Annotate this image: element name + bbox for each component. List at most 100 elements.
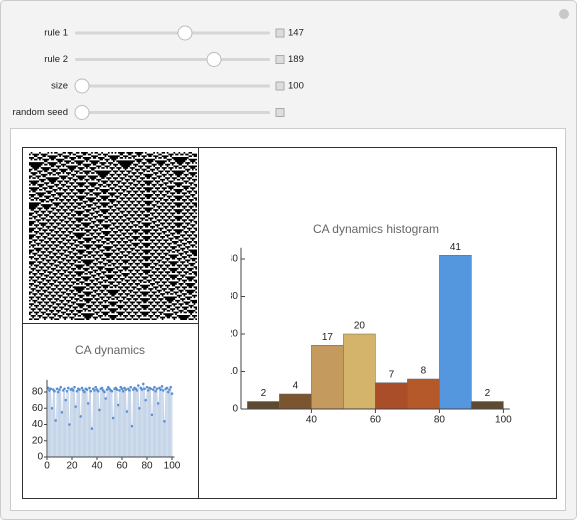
point [54,419,58,422]
point [63,387,66,391]
point [96,389,100,393]
point [155,387,159,391]
point [141,382,145,386]
ca-image [29,152,197,320]
data-label: 17 [322,332,334,343]
point [98,408,101,412]
point [151,388,155,391]
control-value: 147 [288,28,304,39]
data-label: 20 [354,321,366,332]
point [170,392,174,395]
y-tick-label: 20 [32,435,44,446]
point [50,406,54,410]
point [129,385,133,389]
point [78,388,81,391]
close-button[interactable] [559,9,569,19]
point [85,388,89,391]
point [168,388,171,391]
expand-button[interactable] [275,81,285,91]
point [75,389,79,393]
bar [471,401,504,410]
y-tick-label: 0 [232,404,238,415]
point [89,389,93,393]
chart-title: CA dynamics [75,343,145,357]
control-label: rule 1 [44,28,68,39]
slider-track [75,84,270,88]
bar [311,345,344,410]
slider-thumb[interactable] [74,78,90,94]
point [90,427,94,430]
point [140,388,144,391]
point [144,398,148,402]
point [150,413,154,417]
point [160,385,164,388]
point [93,389,96,392]
x-tick-label: 60 [370,415,382,426]
point [53,389,56,393]
point [128,389,131,392]
point [105,388,109,391]
data-label: 4 [293,381,299,392]
y-tick-label: 40 [32,419,44,430]
bar [439,255,472,410]
slider-thumb[interactable] [74,105,90,120]
point [145,385,149,389]
y-tick-label: 40 [227,254,239,265]
point [74,405,78,408]
expand-button[interactable] [275,108,285,117]
point [59,385,63,389]
point [94,385,98,389]
y-tick-label: 60 [32,403,44,414]
point [49,387,53,391]
y-tick-label: 30 [227,291,239,302]
point [136,384,140,387]
controls: rule 1 147 rule 2 189 size 100 random seed [13,25,304,120]
slider-track [75,58,270,61]
point [116,403,120,407]
point [79,415,83,418]
bar [279,393,312,410]
expand-button[interactable] [275,28,285,38]
point [55,387,59,391]
point [58,388,61,391]
point [86,402,90,405]
point [166,390,170,394]
slider-track [75,31,270,35]
point [143,387,146,391]
point [65,389,69,393]
x-tick-label: 20 [66,461,78,472]
x-tick-label: 40 [91,461,103,472]
point [110,389,114,393]
chart-title: CA dynamics histogram [313,222,439,236]
point [115,388,119,391]
point [163,419,166,423]
expand-button[interactable] [275,55,285,64]
y-tick-label: 0 [37,452,43,463]
x-tick-label: 60 [116,461,128,472]
x-tick-label: 100 [495,415,512,426]
bar [247,401,280,410]
slider-thumb[interactable] [206,52,222,67]
point [56,390,60,394]
control-value: 100 [288,81,304,92]
point [46,386,50,390]
slider-thumb[interactable] [177,25,193,41]
point [104,397,108,400]
area-fill [48,383,172,457]
point [153,385,156,389]
point [88,386,91,390]
point [165,386,169,390]
point [125,410,129,413]
point [161,389,165,392]
point [130,424,134,428]
control-label: size [51,81,68,92]
x-tick-label: 80 [141,461,153,472]
x-tick-label: 0 [44,461,50,472]
bar [407,378,440,410]
x-tick-label: 40 [306,415,318,426]
y-tick-label: 20 [227,329,239,340]
point [149,387,153,391]
